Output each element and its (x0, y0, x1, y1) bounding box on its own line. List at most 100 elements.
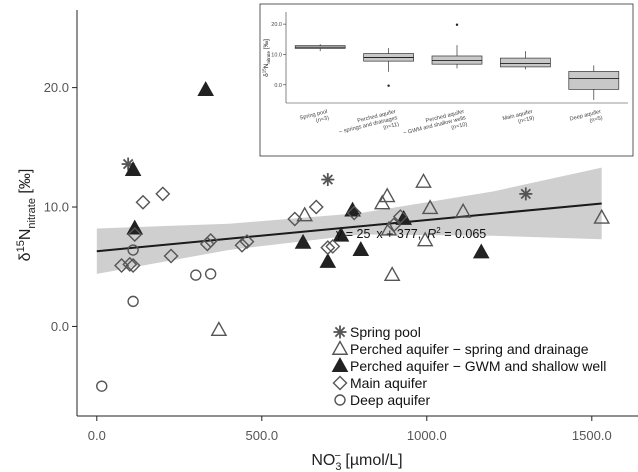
inset-y-tick-label: 20.0 (271, 22, 282, 28)
y-tick-label: 10.0 (44, 200, 69, 215)
data-point-triangle (415, 173, 432, 188)
legend-asterisk (333, 325, 347, 339)
legend-marker-asterisk (333, 325, 347, 339)
data-point-triangle (124, 161, 142, 176)
inset-boxes (294, 23, 620, 100)
series-1 (210, 173, 611, 336)
legend-item-deep-aquifer: Deep aquifer (334, 392, 431, 408)
data-point-diamond (239, 234, 255, 250)
data-point-diamond (127, 227, 143, 242)
data-point-circle (127, 244, 139, 256)
outlier-point (387, 84, 390, 87)
series-3 (114, 186, 408, 274)
data-point-diamond (320, 240, 336, 256)
data-point-asterisk (321, 173, 335, 187)
data-point-triangle (454, 202, 472, 218)
inset-boxplot: δ15Nnitrate [‰] 0.010.020.0 Spring pool(… (259, 3, 634, 157)
data-point-circle (190, 269, 202, 281)
data-point-diamond (125, 258, 141, 274)
legend-triangle (331, 340, 349, 355)
x-tick-label: 500.0 (246, 428, 279, 443)
data-point-diamond (287, 211, 303, 227)
data-point-diamond (114, 258, 130, 274)
confidence-band-layer (96, 167, 602, 274)
data-point-triangle (383, 266, 401, 282)
data-point-triangle (378, 187, 396, 203)
legend-item-spring-pool: Spring pool (333, 324, 421, 340)
legend-item-main-aquifer: Main aquifer (332, 375, 427, 391)
legend-circle (334, 394, 346, 406)
data-point-triangle (197, 81, 215, 96)
legend-label: Perched aquifer − spring and drainage (350, 341, 589, 357)
series-4 (96, 244, 217, 392)
regression-line-layer (96, 202, 602, 253)
inset-y-ticks: 0.0 10.0 20.0 (271, 22, 286, 89)
data-point-triangle (421, 199, 439, 215)
inset-y-tick-label: 0.0 (274, 83, 282, 89)
inset-box-3 (500, 51, 551, 70)
data-point-diamond (234, 237, 250, 253)
data-point-triangle (294, 233, 312, 249)
data-point-triangle (352, 241, 370, 256)
data-point-diamond (122, 256, 138, 272)
legend-marker-open-triangle (331, 340, 349, 355)
inset-box-2 (431, 23, 483, 69)
confidence-band (96, 167, 602, 274)
data-point-diamond (386, 217, 402, 233)
data-point-triangle (416, 231, 434, 247)
regression-equation: y = 25 x + 377, R2 = 0.065 (336, 226, 486, 241)
data-point-diamond (163, 248, 179, 264)
data-point-diamond (325, 238, 341, 254)
data-point-triangle (319, 253, 337, 268)
data-point-triangle (395, 210, 413, 225)
legend-label: Main aquifer (350, 375, 427, 391)
x-axis-label: NO3− [µmol/L] (311, 450, 402, 472)
data-points-layer (96, 81, 611, 392)
data-point-triangle (593, 208, 611, 224)
x-tick-label: 1000.0 (407, 428, 447, 443)
data-point-diamond (308, 199, 324, 215)
legend-item-perched-gwm: Perched aquifer − GWM and shallow well (331, 357, 606, 374)
inset-box-1 (363, 48, 414, 87)
legend-triangle (331, 357, 349, 372)
data-point-triangle (380, 220, 398, 236)
y-tick-label: 20.0 (44, 80, 69, 95)
legend: Spring pool Perched aquifer − spring and… (331, 324, 606, 408)
regression-line (96, 202, 602, 253)
data-point-diamond (135, 194, 151, 210)
x-tick-label: 1500.0 (572, 428, 612, 443)
data-point-diamond (203, 232, 219, 248)
y-ticks: 0.0 10.0 20.0 (44, 80, 77, 334)
data-point-diamond (392, 209, 408, 225)
data-point-asterisk (519, 187, 533, 201)
legend-item-perched-spring: Perched aquifer − spring and drainage (331, 340, 589, 357)
y-tick-label: 0.0 (51, 319, 69, 334)
data-point-triangle (296, 206, 314, 222)
legend-marker-circle (334, 394, 346, 406)
x-ticks: 0.0 500.0 1000.0 1500.0 (88, 416, 612, 443)
legend-label: Spring pool (350, 324, 421, 340)
x-tick-label: 0.0 (88, 428, 106, 443)
inset-box-4 (568, 65, 620, 100)
data-point-diamond (346, 205, 362, 221)
data-point-triangle (332, 226, 350, 242)
box-iqr (500, 57, 551, 68)
outlier-point (455, 23, 459, 26)
inset-box-0 (294, 44, 346, 52)
legend-marker-diamond (332, 375, 348, 391)
inset-y-axis-label: δ15Nnitrate [‰] (262, 39, 272, 77)
data-point-triangle (373, 194, 391, 210)
data-point-circle (96, 380, 108, 392)
data-point-circle (127, 295, 139, 308)
box-iqr (431, 55, 483, 65)
legend-diamond (332, 375, 348, 391)
data-point-diamond (199, 236, 215, 252)
box-iqr (568, 71, 620, 90)
series-0 (121, 157, 533, 201)
inset-y-tick-label: 10.0 (271, 52, 282, 58)
data-point-circle (204, 268, 217, 280)
data-point-triangle (210, 321, 228, 336)
y-axis-label: δ15Nnitrate [‰] (15, 169, 38, 262)
data-point-triangle (472, 243, 490, 259)
